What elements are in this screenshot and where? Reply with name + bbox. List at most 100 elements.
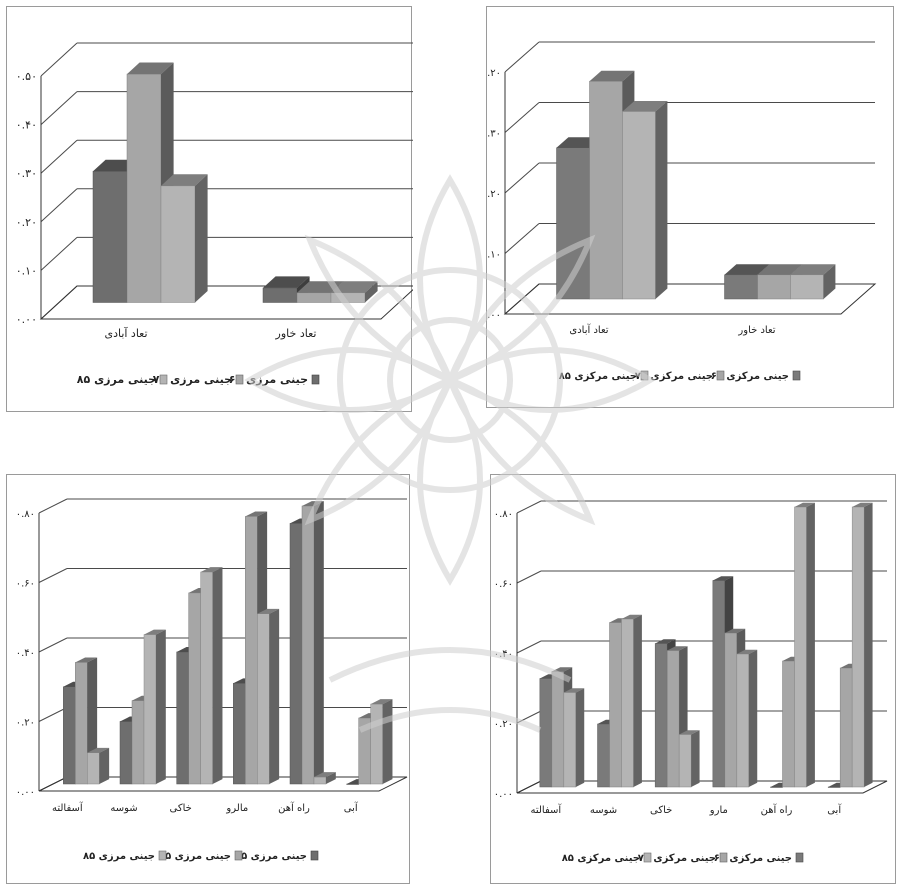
chart-svg: ۰.۰۰ ۰.۱۰ ۰.۲۰ ۰.۳۰ ۰.۴۰ ۰.۵۰ تعاد آبادی تعاد خ… [16,42,413,386]
category-label: شوسه [110,803,137,814]
gridline-depth [504,41,540,73]
gridline-depth [504,223,540,254]
category-label: تعاد خاور [737,325,775,336]
gridline-depth [516,500,542,514]
legend-label: جینی مرکزی ۶۵ [711,371,789,382]
legend-swatch [159,374,168,385]
bar [563,688,585,788]
bar [736,649,758,788]
legend-item: جینی مرزی ۷۵ [159,850,243,862]
y-tick-label: ۰.۸۰ [494,509,513,520]
gridline-depth [38,568,68,583]
category-label: تعاد آبادی [104,326,147,340]
legend-label: جینی مرزی ۶۵ [235,851,307,862]
y-tick-label: ۰.۱۰ [487,250,501,261]
legend-swatch [311,374,320,385]
legend-swatch [792,370,801,381]
y-tick-label: ۰.۰۰ [487,310,501,321]
legend-label: جینی مرزی ۸۵ [83,851,155,862]
y-tick-label: ۰.۲۰ [16,718,35,729]
chart-panel-top-right: ۰.۰۰ ۰.۱۰ ۰.۲۰ ۰.۳۰ ۰.۲۰ تعاد آبادی تعاد خاور ج… [486,6,894,408]
chart-panel-bottom-left: ۰.۰۰ ۰.۲۰ ۰.۴۰ ۰.۶۰ ۰.۸۰ آسفالته شوسه خاکی مالرو… [6,474,410,884]
legend-item: جینی مرکزی ۶۵ [714,852,804,864]
gridline-depth [38,707,68,722]
gridline-depth [516,640,542,654]
legend-swatch [310,850,319,861]
y-tick-label: ۰.۳۰ [16,167,37,180]
legend-item: جینی مرزی ۷۵ [153,373,244,386]
legend-label: جینی مرکزی ۸۵ [562,853,640,864]
legend: جینی مرزی ۶۵ جینی مرزی ۷۵ جینی مرزی ۸۵ [83,850,319,862]
bar [622,100,668,300]
y-tick-label: ۰.۲۰ [487,68,501,79]
chart-panel-bottom-right: ۰.۰۰ ۰.۲۰ ۰.۴۰ ۰.۶۰ ۰.۸۰ آسفالته شوسه خاکی مارو ر… [490,474,896,884]
legend-item: جینی مرزی ۸۵ [77,373,168,386]
bar [160,174,208,303]
legend-swatch [643,852,652,863]
category-label: آسفالته [52,801,84,814]
legend-label: جینی مرکزی ۸۵ [559,371,637,382]
gridline-depth [38,637,68,653]
category-label: آبی [344,801,359,814]
y-tick-label: ۰.۳۰ [487,129,501,140]
category-label: راه آهن [761,803,793,816]
chart-svg: ۰.۰۰ ۰.۲۰ ۰.۴۰ ۰.۶۰ ۰.۸۰ آسفالته شوسه خاکی مالرو… [16,498,408,862]
legend-label: جینی مرکزی ۷۵ [635,371,713,382]
y-tick-label: ۰.۰۰ [494,789,513,800]
bar [262,276,310,303]
y-tick-label: ۰.۰۰ [16,787,35,798]
bar [794,502,815,788]
legend-swatch [719,852,728,863]
bar [200,567,223,785]
category-label: آسفالته [530,803,562,816]
y-tick-label: ۰.۲۰ [16,216,37,229]
legend-item: جینی مرکزی ۷۵ [635,370,725,382]
y-tick-label: ۰.۲۰ [487,189,501,200]
bar [301,501,324,785]
y-tick-label: ۰.۲۰ [494,719,513,730]
category-label: خاکی [650,805,672,816]
bar [143,629,166,785]
legend-swatch [235,374,244,385]
y-tick-label: ۰.۴۰ [16,119,37,132]
legend-swatch [795,852,804,863]
gridline-depth [516,710,542,724]
y-tick-label: ۰.۴۰ [494,649,513,660]
legend-label: جینی مرزی ۸۵ [77,373,156,386]
bar [851,502,873,788]
y-tick-label: ۰.۰۰ [16,313,37,326]
y-tick-label: ۰.۱۰ [16,264,37,277]
legend-item: جینی مرکزی ۸۵ [562,852,652,864]
gridline-depth [40,188,78,223]
legend-label: جینی مرکزی ۶۵ [714,853,792,864]
chart-floor [516,780,888,794]
category-label: خاکی [170,803,192,814]
bar [87,747,110,785]
chart-floor [38,776,408,792]
gridline-depth [40,237,78,271]
gridline-depth [504,102,540,133]
legend-label: جینی مرزی ۷۵ [153,373,232,386]
bar [678,730,700,788]
legend-item: جینی مرزی ۶۵ [235,850,319,862]
category-label: تعاد آبادی [569,323,608,336]
legend-label: جینی مرزی ۷۵ [159,851,231,862]
y-tick-label: ۰.۶۰ [494,579,513,590]
bar [257,608,280,785]
legend-swatch [640,370,649,381]
chart-floor [39,285,413,320]
bar [621,614,642,788]
legend-label: جینی مرکزی ۷۵ [638,853,716,864]
bar [313,772,336,785]
category-label: مارو [709,805,728,816]
gridline-depth [38,498,68,514]
category-label: مالرو [225,803,248,814]
category-label: شوسه [590,805,617,816]
legend-item: جینی مرکزی ۸۵ [559,370,649,382]
category-label: تعاد خاور [275,327,317,340]
y-tick-label: ۰.۴۰ [16,648,35,659]
legend-item: جینی مرکزی ۷۵ [638,852,728,864]
gridline-depth [504,162,540,194]
